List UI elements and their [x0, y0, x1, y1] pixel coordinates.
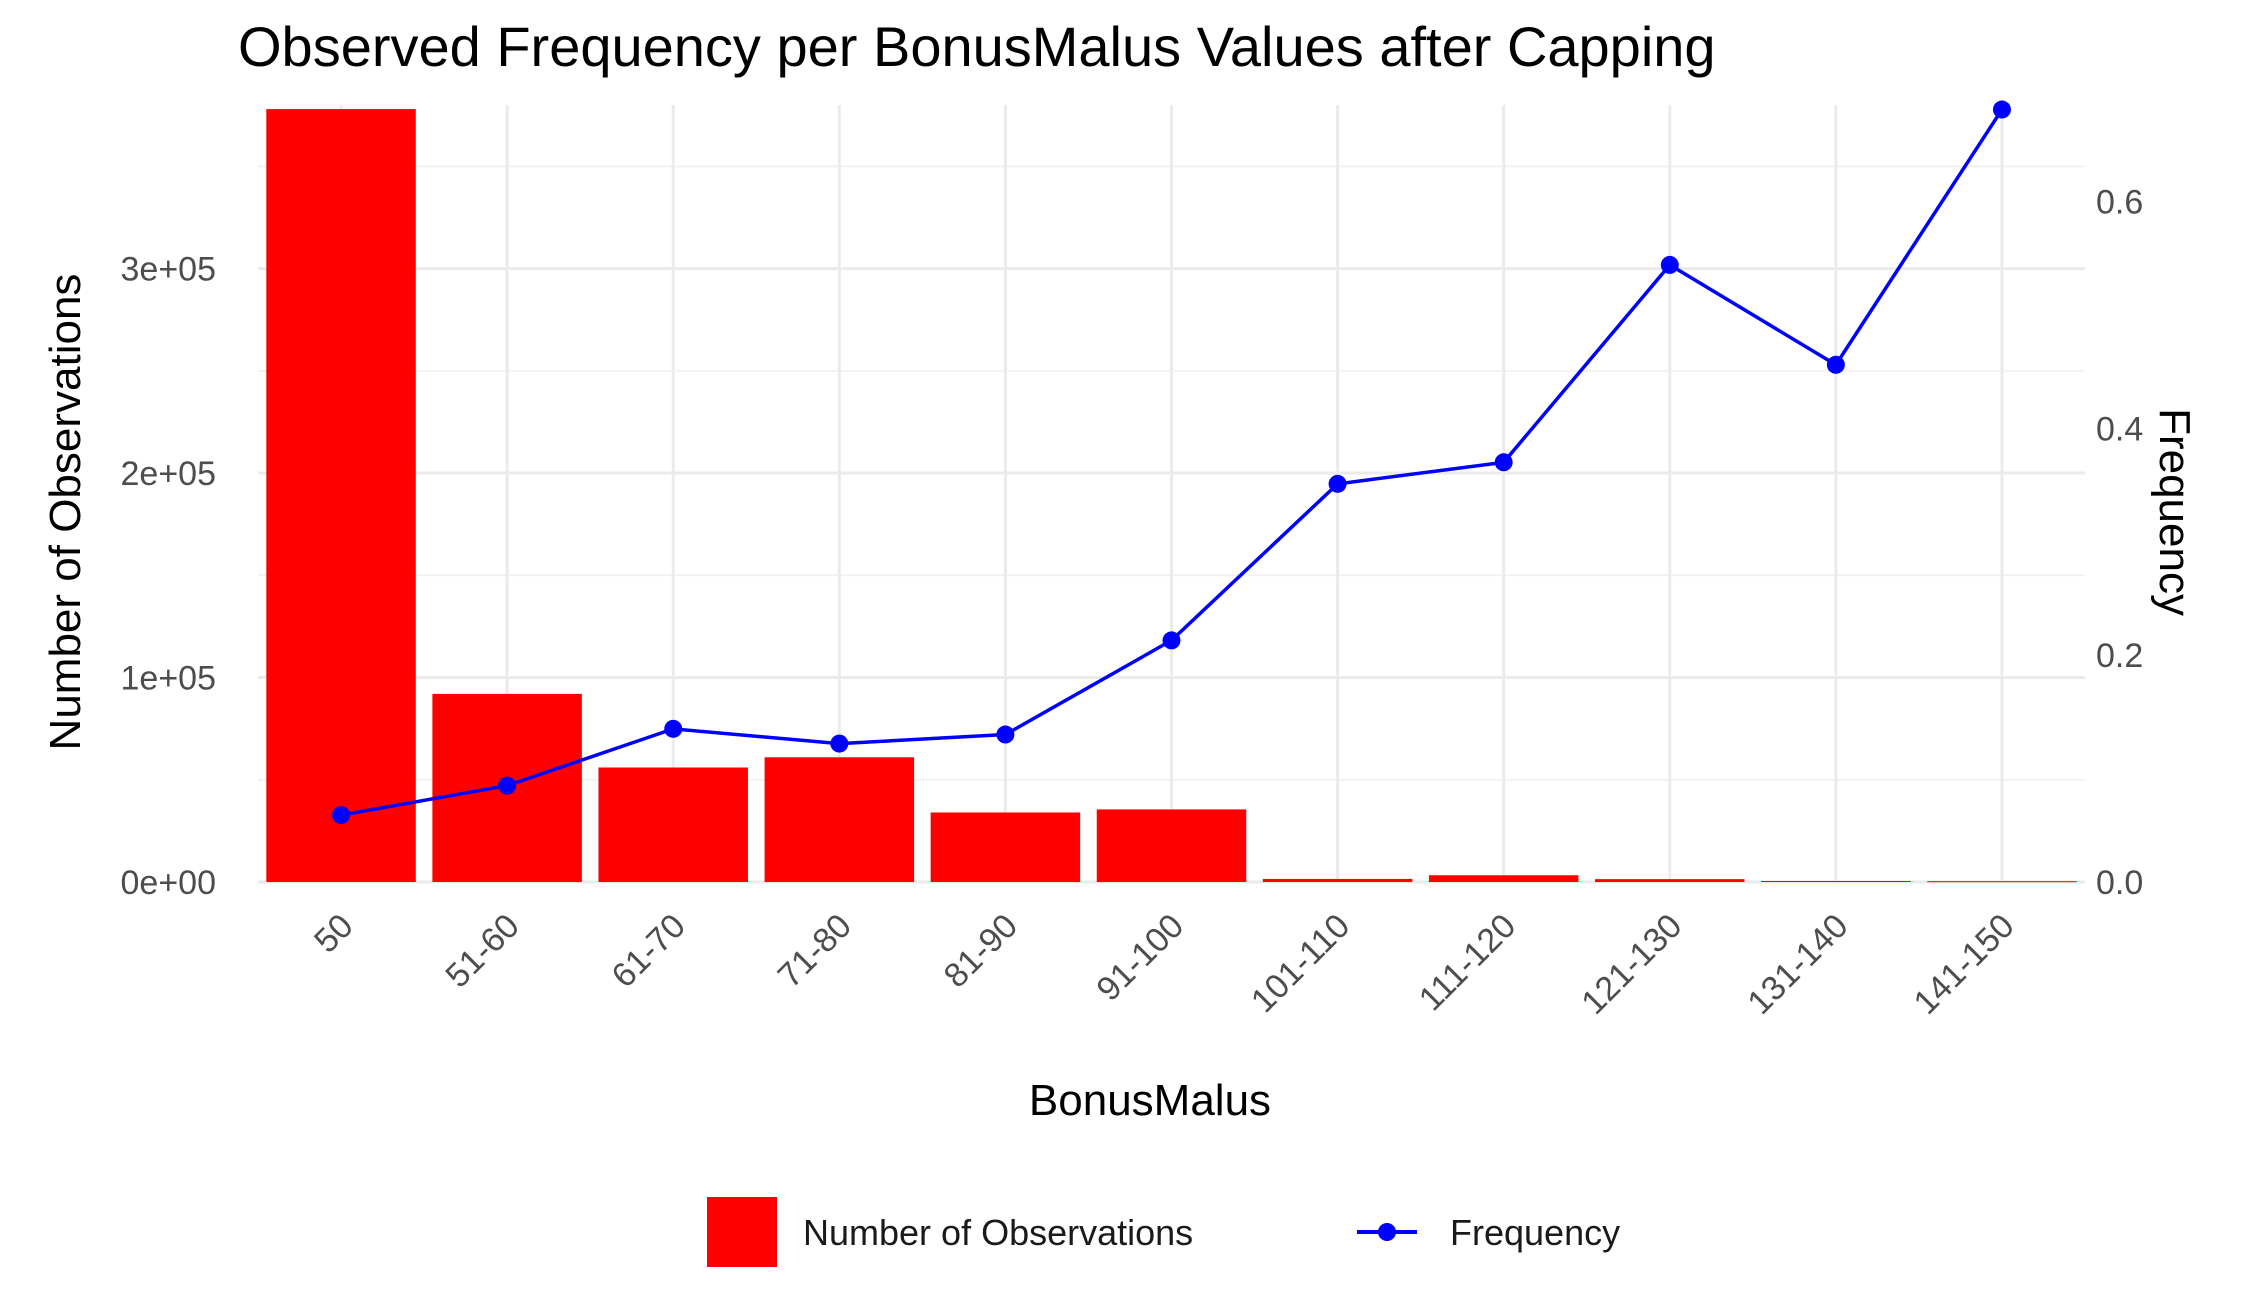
y-tick-label: 0e+00	[121, 864, 217, 902]
frequency-point-121-130	[1660, 255, 1679, 274]
y2-tick-label: 0.4	[2096, 410, 2143, 448]
chart-title: Observed Frequency per BonusMalus Values…	[238, 15, 1716, 78]
x-tick-label: 141-150	[1907, 907, 2022, 1022]
frequency-point-91-100	[1162, 631, 1181, 650]
frequency-point-111-120	[1494, 453, 1513, 472]
frequency-point-81-90	[996, 725, 1015, 744]
bar-50	[266, 109, 416, 882]
frequency-point-71-80	[830, 734, 849, 753]
x-axis-title: BonusMalus	[1029, 1076, 1271, 1125]
x-tick-label: 101-110	[1244, 907, 1357, 1020]
bar-91-100	[1096, 809, 1247, 882]
x-tick-label: 131-140	[1740, 907, 1855, 1022]
y2-axis-title: Frequency	[2150, 408, 2199, 616]
legend: Number of Observations Frequency	[707, 1197, 1620, 1267]
x-tick-label: 121-130	[1574, 907, 1689, 1022]
legend-swatch-point	[1378, 1223, 1396, 1241]
frequency-point-50	[332, 806, 351, 825]
x-tick-label: 71-80	[771, 907, 859, 995]
x-tick-label: 61-70	[605, 907, 693, 995]
frequency-point-61-70	[664, 719, 683, 738]
y2-tick-label: 0.6	[2096, 183, 2143, 221]
frequency-point-51-60	[498, 776, 517, 795]
bar-71-80	[764, 757, 915, 882]
y2-tick-label: 0.0	[2096, 864, 2143, 902]
x-tick-label: 91-100	[1089, 907, 1191, 1009]
x-tick-label: 111-120	[1412, 907, 1524, 1019]
legend-label-frequency: Frequency	[1450, 1212, 1620, 1253]
bar-131-140	[1761, 880, 1911, 882]
y-tick-label: 3e+05	[121, 251, 217, 289]
y-tick-label: 1e+05	[121, 660, 217, 698]
frequency-point-101-110	[1328, 474, 1347, 493]
bars-layer	[266, 109, 2077, 883]
x-tick-label: 50	[307, 907, 361, 961]
bar-111-120	[1428, 875, 1579, 882]
line-layer	[332, 100, 2011, 825]
y-tick-label: 2e+05	[121, 455, 217, 493]
bar-61-70	[598, 767, 748, 882]
axis-layer: 0e+00 1e+05 2e+05 3e+05 0.0 0.2 0.4 0.6 50 51-60 6…	[121, 183, 2144, 1021]
bar-141-150	[1927, 881, 2077, 883]
frequency-point-141-150	[1992, 100, 2011, 119]
bar-121-130	[1595, 879, 1745, 882]
y-axis-title: Number of Observations	[41, 274, 90, 751]
frequency-point-131-140	[1826, 355, 1845, 374]
y2-tick-label: 0.2	[2096, 637, 2143, 675]
bar-101-110	[1262, 878, 1413, 882]
legend-swatch-bar	[707, 1197, 777, 1267]
x-tick-label: 51-60	[438, 907, 526, 995]
x-tick-label: 81-90	[937, 907, 1025, 995]
bar-81-90	[930, 812, 1081, 882]
legend-label-observations: Number of Observations	[803, 1212, 1193, 1253]
